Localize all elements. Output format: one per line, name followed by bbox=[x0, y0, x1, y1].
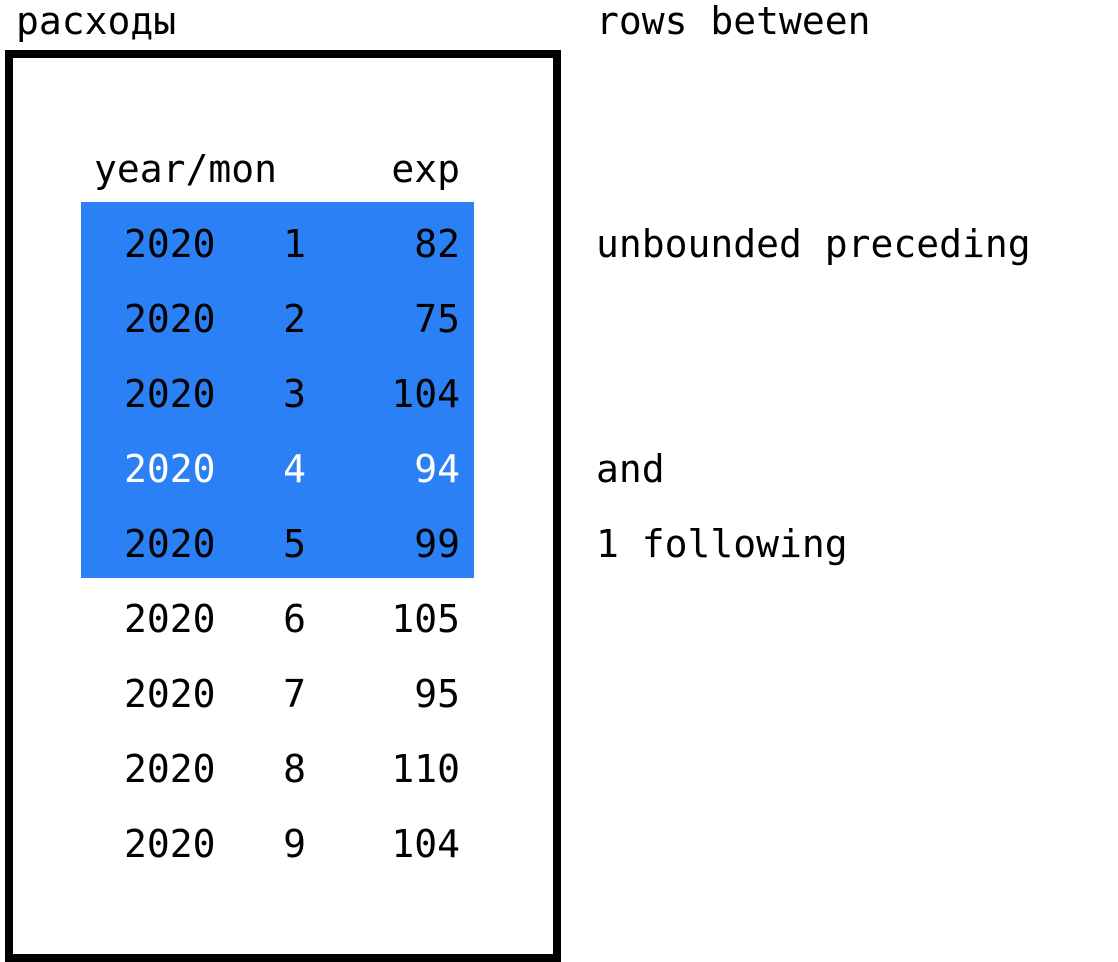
table-cell-exp: 82 bbox=[414, 222, 460, 266]
table-cell-exp: 105 bbox=[391, 597, 460, 641]
table-cell-year: 2020 bbox=[124, 297, 216, 341]
frame-clause-end: 1 following bbox=[596, 522, 848, 566]
table-cell-exp: 94 bbox=[414, 447, 460, 491]
table-cell-mon: 4 bbox=[283, 447, 306, 491]
frame-clause-start: unbounded preceding bbox=[596, 222, 1031, 266]
table-cell-exp: 99 bbox=[414, 522, 460, 566]
table-cell-year: 2020 bbox=[124, 222, 216, 266]
table-cell-exp: 95 bbox=[414, 672, 460, 716]
frame-clause-and: and bbox=[596, 447, 665, 491]
table-cell-year: 2020 bbox=[124, 597, 216, 641]
table-cell-mon: 1 bbox=[283, 222, 306, 266]
table-cell-mon: 6 bbox=[283, 597, 306, 641]
column-header-year-mon: year/mon bbox=[94, 147, 278, 191]
table-cell-mon: 8 bbox=[283, 747, 306, 791]
table-cell-mon: 7 bbox=[283, 672, 306, 716]
column-header-exp: exp bbox=[391, 147, 460, 191]
table-cell-exp: 110 bbox=[391, 747, 460, 791]
table-cell-year: 2020 bbox=[124, 447, 216, 491]
table-cell-exp: 104 bbox=[391, 822, 460, 866]
table-cell-year: 2020 bbox=[124, 672, 216, 716]
table-cell-exp: 104 bbox=[391, 372, 460, 416]
table-cell-mon: 3 bbox=[283, 372, 306, 416]
table-cell-year: 2020 bbox=[124, 522, 216, 566]
table-cell-mon: 2 bbox=[283, 297, 306, 341]
table-cell-exp: 75 bbox=[414, 297, 460, 341]
table-cell-year: 2020 bbox=[124, 372, 216, 416]
table-cell-year: 2020 bbox=[124, 747, 216, 791]
table-cell-mon: 9 bbox=[283, 822, 306, 866]
table-title: расходы bbox=[16, 0, 177, 43]
window-frame-highlight bbox=[81, 202, 474, 578]
frame-clause-rows-between: rows between bbox=[596, 0, 871, 43]
table-cell-mon: 5 bbox=[283, 522, 306, 566]
table-cell-year: 2020 bbox=[124, 822, 216, 866]
